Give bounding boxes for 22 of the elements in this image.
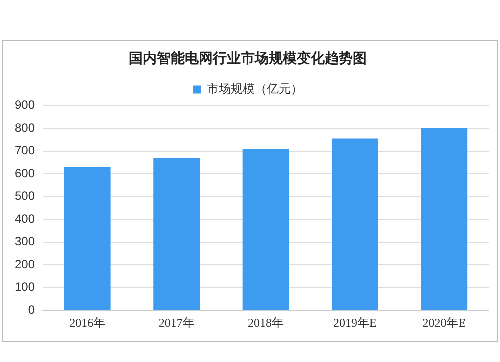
y-tick-label: 800 [14,120,36,135]
x-tick-label: 2016年 [70,316,106,330]
y-tick-label: 100 [14,280,36,294]
legend-label: 市场规模（亿元） [207,82,303,96]
bar [154,158,200,310]
x-tick-label: 2019年E [334,316,377,330]
y-tick-label: 600 [14,166,36,180]
bar [242,149,290,310]
y-tick-label: 900 [14,98,36,112]
y-tick-label: 500 [14,189,36,204]
y-tick-label: 400 [14,212,36,226]
bar [64,167,111,310]
y-tick-label: 200 [14,257,36,272]
x-tick-label: 2018年 [248,316,284,330]
bar [332,138,378,310]
y-tick-label: 0 [28,302,36,317]
bar [421,128,468,310]
y-tick-label: 700 [14,144,36,158]
y-tick-label: 300 [14,234,36,249]
x-tick-label: 2020年E [422,316,466,330]
chart-title: 国内智能电网行业市场规模变化趋势图 [129,50,367,68]
x-tick-label: 2017年 [158,316,195,330]
